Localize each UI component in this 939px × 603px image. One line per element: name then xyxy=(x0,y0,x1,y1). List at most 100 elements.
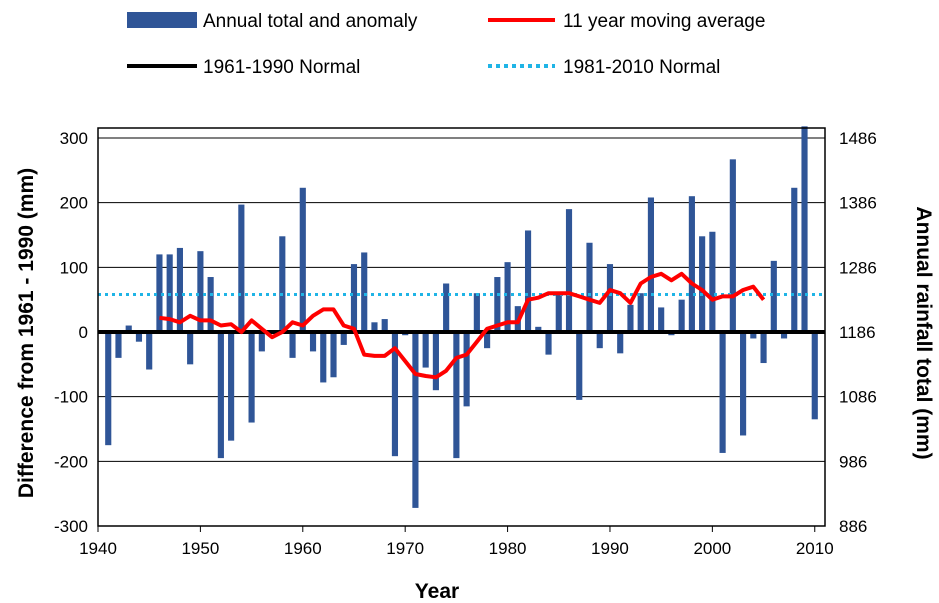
bars xyxy=(105,126,818,508)
legend-label-normal-1961: 1961-1990 Normal xyxy=(203,57,360,78)
legend-item-normal-1981: 1981-2010 Normal xyxy=(488,57,720,78)
bar xyxy=(381,319,388,332)
bar xyxy=(115,332,122,358)
bar xyxy=(105,332,112,446)
y-tick-label: 300 xyxy=(60,129,88,148)
bar xyxy=(740,332,747,436)
x-tick-label: 1950 xyxy=(181,539,219,558)
x-tick-label: 1940 xyxy=(79,539,117,558)
bar xyxy=(617,332,624,354)
bar xyxy=(371,322,378,332)
bar xyxy=(187,332,194,365)
bar xyxy=(146,332,153,370)
bar xyxy=(780,332,788,339)
bar xyxy=(207,277,214,332)
bar xyxy=(504,262,511,332)
bar xyxy=(586,242,593,332)
bar xyxy=(729,159,736,332)
bar xyxy=(228,332,235,441)
legend-label-moving-average: 11 year moving average xyxy=(563,11,765,32)
legend: Annual total and anomaly 11 year moving … xyxy=(127,11,765,78)
bar xyxy=(627,304,634,332)
bar xyxy=(279,236,286,332)
bar xyxy=(248,332,255,423)
tick-labels: 300 1486 200 1386 100 1286 0 1186 -100 1086 -200 98… xyxy=(54,129,877,558)
bar xyxy=(555,293,562,332)
bar xyxy=(463,332,470,407)
y2-tick-label: 1286 xyxy=(839,258,877,277)
x-axis-title: Year xyxy=(415,580,459,603)
bar xyxy=(494,277,501,332)
legend-item-bars: Annual total and anomaly xyxy=(127,11,418,32)
plot-border xyxy=(97,127,826,527)
bar xyxy=(750,332,757,339)
y2-tick-label: 1386 xyxy=(839,194,877,213)
legend-item-moving-average: 11 year moving average xyxy=(488,11,765,32)
bar xyxy=(258,332,265,352)
bar xyxy=(791,187,798,332)
bar xyxy=(238,204,245,332)
y2-tick-label: 1186 xyxy=(839,323,876,342)
bar xyxy=(647,197,655,332)
bar xyxy=(432,332,439,391)
bar xyxy=(125,325,132,332)
y-tick-label: -200 xyxy=(54,452,88,471)
bar xyxy=(135,332,143,342)
x-tick-label: 1970 xyxy=(386,539,424,558)
bar xyxy=(760,332,767,364)
bar xyxy=(719,332,726,453)
bar xyxy=(535,326,542,332)
bar xyxy=(340,332,347,345)
bar xyxy=(453,332,460,459)
bar xyxy=(484,332,491,349)
y-tick-label: 200 xyxy=(60,194,88,213)
bar xyxy=(801,126,808,333)
bar xyxy=(709,231,716,332)
bar xyxy=(658,307,665,332)
bar xyxy=(770,260,777,332)
y2-axis-title: Annual rainfall total (mm) xyxy=(912,206,935,459)
bar xyxy=(197,251,204,332)
x-tick-label: 2000 xyxy=(693,539,731,558)
bar xyxy=(565,209,573,332)
y-tick-label: -300 xyxy=(54,517,88,536)
legend-swatch-bars xyxy=(127,12,197,28)
bar xyxy=(678,299,685,332)
plot-frame xyxy=(97,127,826,527)
bar xyxy=(361,252,368,332)
x-tick-label: 1990 xyxy=(591,539,629,558)
bar xyxy=(637,293,644,332)
bar xyxy=(811,332,818,420)
bar xyxy=(473,293,480,332)
bar xyxy=(320,332,327,383)
bar xyxy=(443,283,450,332)
bar xyxy=(412,332,419,508)
bar xyxy=(309,332,317,352)
bar xyxy=(156,254,163,332)
x-tick-label: 2010 xyxy=(796,539,834,558)
y-tick-label: 0 xyxy=(79,323,88,342)
x-tick-label: 1960 xyxy=(284,539,322,558)
bar xyxy=(688,196,695,332)
bar xyxy=(350,264,358,332)
x-tick-label: 1980 xyxy=(489,539,527,558)
bar xyxy=(217,332,224,459)
bar xyxy=(176,247,183,332)
legend-label-normal-1981: 1981-2010 Normal xyxy=(563,57,720,78)
y2-tick-label: 1486 xyxy=(839,129,877,148)
y2-tick-label: 1086 xyxy=(839,388,877,407)
legend-label-bars: Annual total and anomaly xyxy=(203,11,418,32)
y-tick-label: 100 xyxy=(60,258,88,277)
bar xyxy=(330,332,337,378)
bar xyxy=(606,264,614,332)
y-axis-title: Difference from 1961 - 1990 (mm) xyxy=(15,168,38,498)
series-lines xyxy=(98,271,825,380)
bar xyxy=(422,332,429,368)
y-tick-label: -100 xyxy=(54,388,88,407)
legend-item-normal-1961: 1961-1990 Normal xyxy=(127,57,360,78)
y2-tick-label: 986 xyxy=(839,452,867,471)
bar xyxy=(289,332,296,358)
bar xyxy=(699,236,706,332)
